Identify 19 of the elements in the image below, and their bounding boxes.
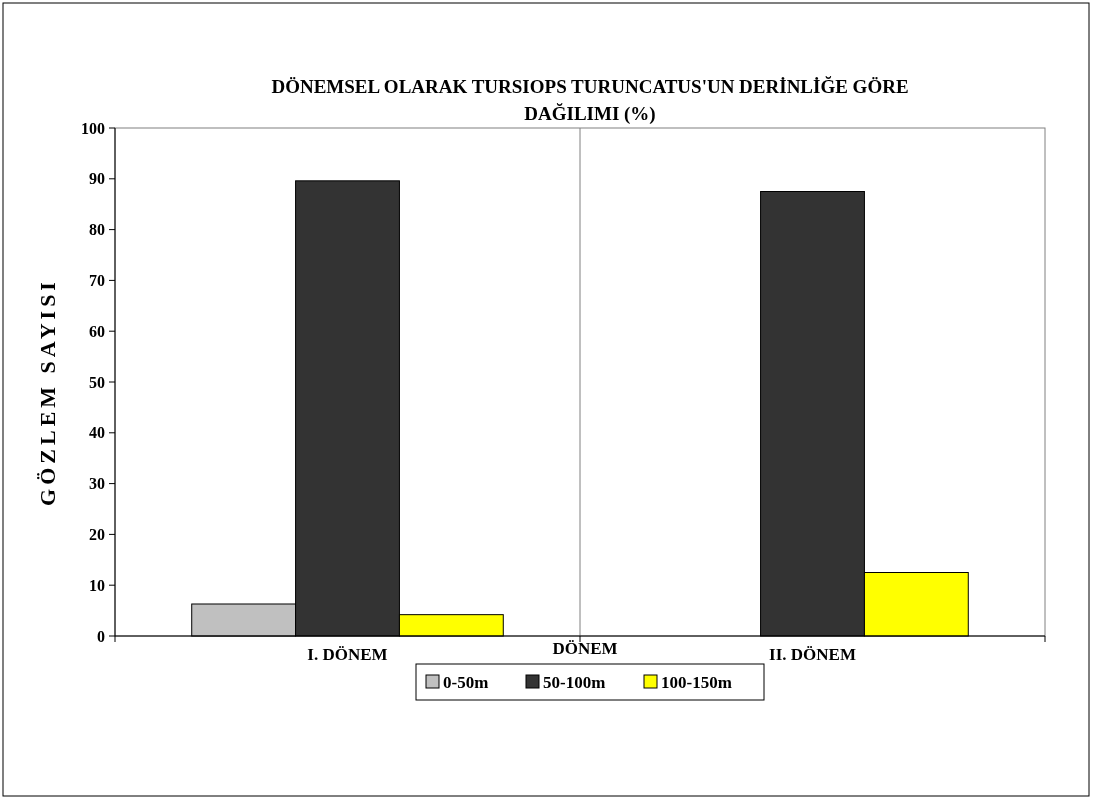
y-tick-label: 30 [89, 475, 105, 493]
y-tick-label: 0 [97, 627, 105, 645]
legend-label: 50-100m [543, 673, 606, 692]
x-axis-title: DÖNEM [552, 639, 618, 658]
y-tick-label: 90 [89, 170, 105, 188]
y-tick-label: 20 [89, 526, 105, 543]
y-tick-label: 80 [89, 221, 105, 239]
y-tick-label: 60 [89, 322, 105, 340]
chart-title: DÖNEMSEL OLARAK TURSIOPS TURUNCATUS'UN DERİNLİĞE GÖRE DAĞILIMI (%) [271, 76, 909, 125]
x-tick-label: II. DÖNEM [769, 645, 856, 664]
y-tick-label: 10 [89, 576, 105, 594]
y-tick-label: 50 [89, 373, 105, 391]
y-tick-label: 100 [81, 119, 105, 137]
x-tick-label: I. DÖNEM [307, 645, 388, 664]
y-tick-label: 40 [89, 424, 105, 442]
y-axis-title: GÖZLEM SAYISI [35, 278, 60, 506]
y-tick-label: 70 [89, 272, 105, 289]
legend-label: 100-150m [661, 673, 732, 692]
legend-label: 0-50m [443, 673, 489, 692]
